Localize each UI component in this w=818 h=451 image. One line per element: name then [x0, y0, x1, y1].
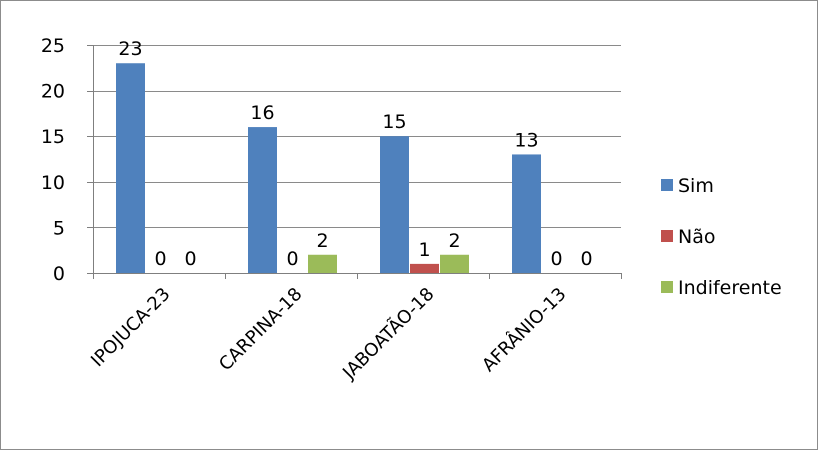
x-tick-label-carpina-18: CARPINA-18 — [215, 284, 306, 375]
y-tick-label-25: 25 — [41, 35, 65, 57]
legend-label-indiferente: Indiferente — [678, 277, 782, 299]
data-label-indiferente-carpina-18: 2 — [316, 230, 328, 252]
bar-nao-jaboatao-18 — [410, 263, 439, 273]
bar-sim-jaboatao-18 — [380, 136, 409, 273]
legend: Sim Não Indiferente — [661, 175, 782, 299]
data-label-nao-carpina-18: 0 — [286, 248, 298, 270]
legend-swatch-sim — [661, 179, 673, 191]
bar-sim-carpina-18 — [248, 127, 277, 273]
bars — [116, 63, 541, 273]
data-label-indiferente-jaboatao-18: 2 — [448, 230, 460, 252]
legend-label-nao: Não — [678, 226, 715, 248]
y-tick-label-15: 15 — [41, 126, 65, 148]
legend-swatch-indiferente — [661, 281, 673, 293]
data-label-indiferente-afranio-13: 0 — [580, 248, 592, 270]
legend-label-sim: Sim — [678, 175, 714, 197]
x-tick-label-jaboatao-18: JABOATÃO-18 — [338, 283, 439, 384]
y-tick-label-0: 0 — [53, 263, 65, 285]
data-label-sim-afranio-13: 13 — [514, 129, 538, 151]
bar-indiferente-jaboatao-18 — [440, 254, 469, 273]
data-label-indiferente-ipojuca-23: 0 — [184, 248, 196, 270]
y-tick-label-5: 5 — [53, 217, 65, 239]
data-label-sim-jaboatao-18: 15 — [382, 111, 406, 133]
data-label-nao-afranio-13: 0 — [550, 248, 562, 270]
y-tick-label-10: 10 — [41, 172, 65, 194]
gridlines — [93, 45, 621, 228]
legend-swatch-nao — [661, 230, 673, 242]
x-tick-label-ipojuca-23: IPOJUCA-23 — [87, 284, 174, 371]
data-label-sim-ipojuca-23: 23 — [118, 38, 142, 60]
bar-indiferente-carpina-18 — [308, 254, 337, 273]
data-label-nao-jaboatao-18: 1 — [418, 239, 430, 261]
x-tick-label-afranio-13: AFRÂNIO-13 — [477, 283, 570, 376]
bar-sim-afranio-13 — [512, 154, 541, 273]
data-label-sim-carpina-18: 16 — [250, 102, 274, 124]
data-label-nao-ipojuca-23: 0 — [154, 248, 166, 270]
y-tick-label-20: 20 — [41, 81, 65, 103]
bar-sim-ipojuca-23 — [116, 63, 145, 273]
